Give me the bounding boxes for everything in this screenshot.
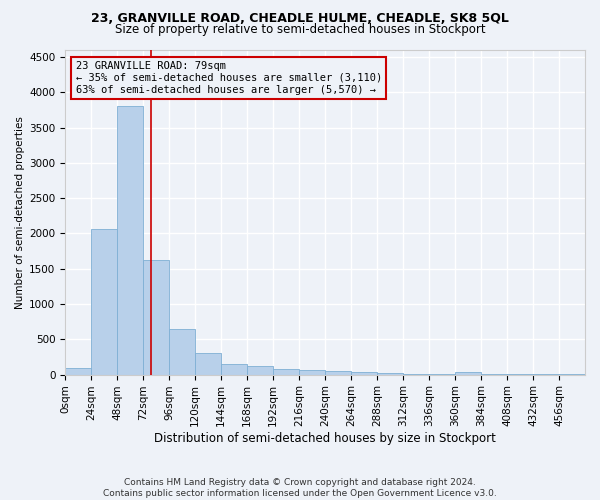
- Bar: [169, 328, 195, 374]
- Text: 23 GRANVILLE ROAD: 79sqm
← 35% of semi-detached houses are smaller (3,110)
63% o: 23 GRANVILLE ROAD: 79sqm ← 35% of semi-d…: [76, 62, 382, 94]
- Bar: [325, 370, 351, 374]
- Bar: [195, 354, 221, 374]
- Bar: [351, 372, 377, 374]
- Bar: [247, 366, 273, 374]
- Y-axis label: Number of semi-detached properties: Number of semi-detached properties: [15, 116, 25, 308]
- Bar: [117, 106, 143, 374]
- Bar: [455, 372, 481, 374]
- Bar: [221, 364, 247, 374]
- Bar: [91, 229, 117, 374]
- Bar: [65, 368, 91, 374]
- Bar: [273, 368, 299, 374]
- Bar: [377, 373, 403, 374]
- X-axis label: Distribution of semi-detached houses by size in Stockport: Distribution of semi-detached houses by …: [154, 432, 496, 445]
- Text: Size of property relative to semi-detached houses in Stockport: Size of property relative to semi-detach…: [115, 22, 485, 36]
- Bar: [299, 370, 325, 374]
- Text: 23, GRANVILLE ROAD, CHEADLE HULME, CHEADLE, SK8 5QL: 23, GRANVILLE ROAD, CHEADLE HULME, CHEAD…: [91, 12, 509, 26]
- Bar: [143, 260, 169, 374]
- Text: Contains HM Land Registry data © Crown copyright and database right 2024.
Contai: Contains HM Land Registry data © Crown c…: [103, 478, 497, 498]
